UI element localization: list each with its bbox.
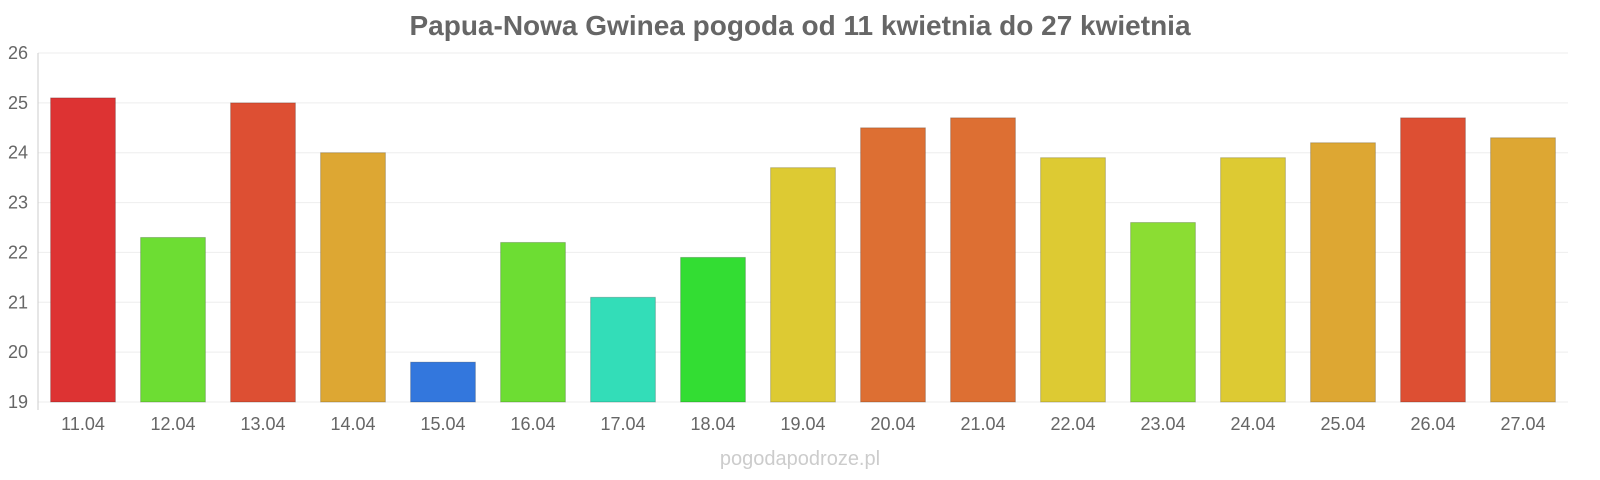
x-tick-label: 25.04 (1320, 414, 1365, 434)
bar-22.04 (1040, 157, 1106, 403)
bar-25.04 (1310, 142, 1376, 403)
bar-24.04 (1220, 157, 1286, 403)
y-tick-label: 20 (8, 342, 28, 362)
y-tick-label: 24 (8, 143, 28, 163)
bar-13.04 (230, 102, 296, 403)
y-tick-label: 25 (8, 93, 28, 113)
bar-27.04 (1490, 137, 1556, 403)
y-tick-label: 26 (8, 43, 28, 63)
chart-title: Papua-Nowa Gwinea pogoda od 11 kwietnia … (409, 10, 1191, 41)
bar-23.04 (1130, 222, 1196, 403)
x-tick-label: 24.04 (1230, 414, 1275, 434)
bar-21.04 (950, 117, 1016, 403)
bar-17.04 (590, 296, 656, 403)
bar-15.04 (410, 361, 476, 403)
bar-18.04 (680, 256, 746, 403)
y-tick-label: 19 (8, 392, 28, 412)
x-tick-label: 15.04 (420, 414, 465, 434)
x-tick-label: 26.04 (1410, 414, 1455, 434)
x-tick-label: 18.04 (690, 414, 735, 434)
watermark: pogodapodroze.pl (719, 448, 881, 470)
y-tick-label: 23 (8, 193, 28, 213)
x-tick-label: 23.04 (1140, 414, 1185, 434)
bar-12.04 (140, 236, 206, 403)
x-tick-label: 22.04 (1050, 414, 1095, 434)
x-tick-label: 19.04 (780, 414, 825, 434)
x-tick-label: 12.04 (150, 414, 195, 434)
x-tick-label: 16.04 (510, 414, 555, 434)
x-tick-label: 11.04 (61, 414, 105, 434)
bar-11.04 (50, 97, 116, 403)
y-tick-label: 22 (8, 242, 28, 262)
x-tick-label: 13.04 (240, 414, 285, 434)
bar-16.04 (500, 241, 566, 403)
bar-26.04 (1400, 117, 1466, 403)
x-tick-label: 27.04 (1500, 414, 1545, 434)
bar-14.04 (320, 152, 386, 403)
x-tick-label: 17.04 (600, 414, 645, 434)
x-tick-label: 20.04 (870, 414, 915, 434)
y-tick-label: 21 (8, 292, 28, 312)
x-tick-label: 14.04 (330, 414, 375, 434)
bar-20.04 (860, 127, 926, 403)
bar-19.04 (770, 167, 836, 403)
x-tick-label: 21.04 (960, 414, 1005, 434)
